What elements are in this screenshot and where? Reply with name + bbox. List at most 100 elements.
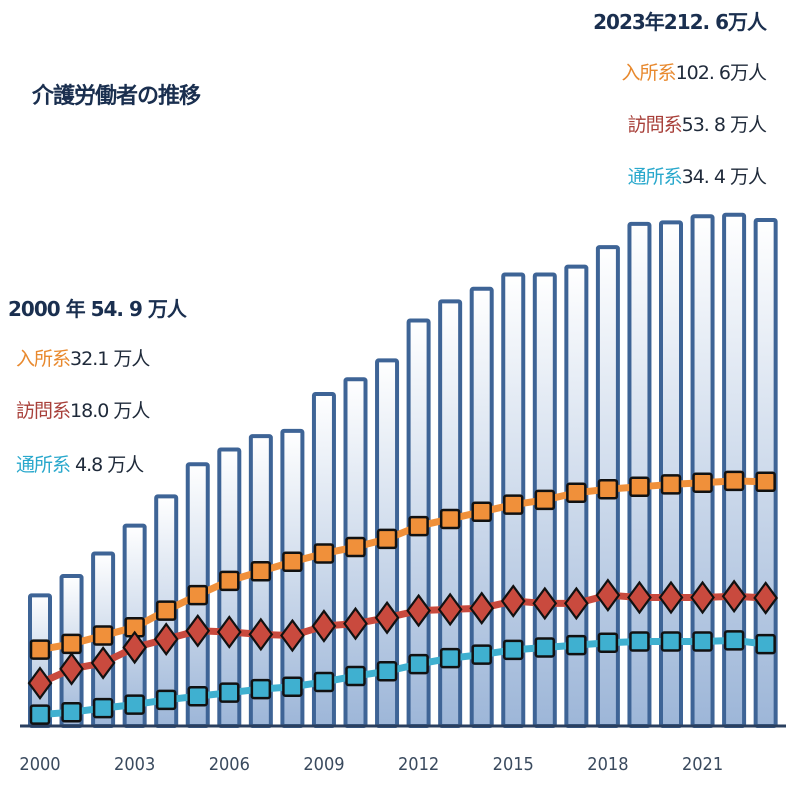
point-nyusho-2023 xyxy=(755,471,776,493)
point-nyusho-2008 xyxy=(282,551,303,573)
point-houmon-2007 xyxy=(248,617,274,652)
end-annotation-nyusho-label: 入所系 xyxy=(621,62,677,84)
point-houmon-2013 xyxy=(437,592,463,627)
line-series xyxy=(27,470,779,725)
point-nyusho-2002 xyxy=(92,625,114,646)
point-houmon-2021 xyxy=(690,580,715,615)
point-nyusho-2013 xyxy=(439,508,461,530)
point-tsusho-2016 xyxy=(534,637,556,658)
point-tsusho-2017 xyxy=(566,634,587,656)
point-tsusho-2018 xyxy=(597,632,619,653)
point-nyusho-2010 xyxy=(345,536,366,558)
point-tsusho-2011 xyxy=(376,661,398,682)
point-nyusho-2011 xyxy=(376,528,398,550)
x-tick-label-2015: 2015 xyxy=(493,754,534,775)
point-nyusho-2007 xyxy=(250,561,272,582)
point-nyusho-2006 xyxy=(219,570,240,592)
point-nyusho-2020 xyxy=(660,474,682,495)
point-houmon-2003 xyxy=(122,630,148,665)
point-houmon-2010 xyxy=(343,606,368,641)
point-houmon-2008 xyxy=(280,618,305,653)
point-nyusho-2019 xyxy=(629,476,650,498)
x-tick-labels: 2000 2003 2006 2009 2012 2015 2018 2021 xyxy=(19,754,723,775)
point-tsusho-2019 xyxy=(629,631,650,652)
start-annotation-houmon-label: 訪問系 xyxy=(16,400,71,422)
point-houmon-2019 xyxy=(627,580,652,615)
end-annotation-houmon-label: 訪問系 xyxy=(627,114,683,136)
point-nyusho-2016 xyxy=(534,489,556,511)
point-houmon-2009 xyxy=(311,609,337,643)
start-annotation-nyusho: 入所系32.1 万人 xyxy=(16,344,150,371)
end-annotation-nyusho: 入所系102. 6万人 xyxy=(621,58,767,85)
start-annotation-nyusho-value: 32.1 万人 xyxy=(70,348,150,370)
end-annotation-houmon-value: 53. 8 万人 xyxy=(681,114,767,136)
x-tick-label-2012: 2012 xyxy=(398,754,439,775)
point-tsusho-2014 xyxy=(471,644,492,665)
start-annotation-tsusho-value: 4.8 万人 xyxy=(70,454,144,476)
point-nyusho-2021 xyxy=(692,472,713,494)
point-tsusho-2021 xyxy=(692,631,713,652)
x-tick-label-2009: 2009 xyxy=(303,754,344,775)
point-houmon-2018 xyxy=(595,578,621,612)
point-houmon-2011 xyxy=(374,600,400,635)
point-houmon-2002 xyxy=(90,646,116,680)
point-tsusho-2007 xyxy=(250,678,272,700)
line-tsusho xyxy=(36,636,770,719)
end-annotation-tsusho: 通所系34. 4 万人 xyxy=(627,162,767,189)
point-nyusho-2005 xyxy=(187,584,208,606)
point-houmon-2022 xyxy=(721,579,747,614)
point-nyusho-2018 xyxy=(597,478,619,500)
point-tsusho-2010 xyxy=(345,665,366,687)
end-annotation-tsusho-value: 34. 4 万人 xyxy=(681,166,767,188)
point-tsusho-2009 xyxy=(313,671,335,693)
line-nyusho xyxy=(36,477,770,654)
point-houmon-2012 xyxy=(406,593,431,628)
point-houmon-2017 xyxy=(563,586,589,621)
point-houmon-2006 xyxy=(216,615,242,649)
point-houmon-2016 xyxy=(532,586,558,621)
point-nyusho-2004 xyxy=(155,600,177,621)
point-tsusho-2013 xyxy=(439,647,461,669)
point-houmon-2023 xyxy=(753,581,779,615)
end-annotation-tsusho-label: 通所系 xyxy=(627,166,683,188)
point-houmon-2000 xyxy=(27,666,53,701)
point-tsusho-2023 xyxy=(755,633,776,655)
point-tsusho-2008 xyxy=(282,676,303,697)
point-nyusho-2015 xyxy=(503,494,524,515)
point-houmon-2004 xyxy=(153,622,179,656)
point-houmon-2005 xyxy=(185,613,211,648)
point-nyusho-2012 xyxy=(408,515,429,537)
point-nyusho-2001 xyxy=(61,633,82,655)
start-annotation-tsusho-label: 通所系 xyxy=(16,454,71,476)
point-tsusho-2002 xyxy=(92,697,114,719)
end-annotation-houmon: 訪問系53. 8 万人 xyxy=(627,110,767,137)
point-tsusho-2006 xyxy=(219,682,240,703)
end-annotation-nyusho-value: 102. 6万人 xyxy=(675,62,767,84)
end-total-annotation: 2023年212. 6万人 xyxy=(593,10,767,34)
x-tick-label-2003: 2003 xyxy=(114,754,155,775)
start-annotation-houmon: 訪問系18.0 万人 xyxy=(16,396,150,423)
point-nyusho-2017 xyxy=(566,482,587,504)
x-tick-label-2021: 2021 xyxy=(682,754,723,775)
point-nyusho-2022 xyxy=(723,470,745,492)
x-tick-label-2000: 2000 xyxy=(19,754,60,775)
start-annotation-houmon-value: 18.0 万人 xyxy=(70,400,150,422)
chart-title: 介護労働者の推移 xyxy=(32,84,201,109)
start-annotation-tsusho: 通所系 4.8 万人 xyxy=(16,450,144,477)
point-tsusho-2022 xyxy=(723,630,745,651)
point-houmon-2014 xyxy=(469,591,495,626)
x-tick-label-2006: 2006 xyxy=(209,754,250,775)
point-nyusho-2000 xyxy=(29,639,51,660)
point-houmon-2001 xyxy=(59,652,84,686)
point-tsusho-2015 xyxy=(503,639,524,661)
point-tsusho-2004 xyxy=(155,689,177,711)
point-tsusho-2005 xyxy=(187,686,208,707)
start-total-annotation: 2000 年 54. 9 万人 xyxy=(8,297,187,321)
start-annotation-nyusho-label: 入所系 xyxy=(16,348,71,370)
point-tsusho-2001 xyxy=(61,701,82,723)
point-nyusho-2009 xyxy=(313,543,335,564)
point-tsusho-2012 xyxy=(408,653,429,675)
point-tsusho-2003 xyxy=(124,694,145,715)
point-tsusho-2020 xyxy=(660,631,682,652)
